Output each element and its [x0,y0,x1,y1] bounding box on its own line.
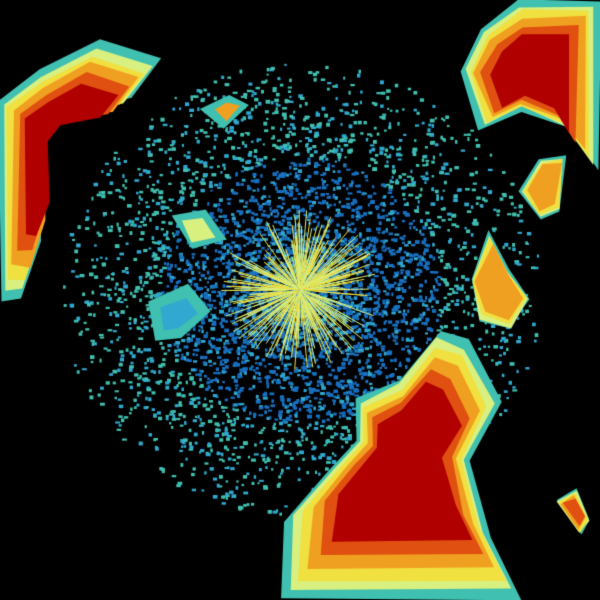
radar-reflectivity-image [0,0,600,600]
